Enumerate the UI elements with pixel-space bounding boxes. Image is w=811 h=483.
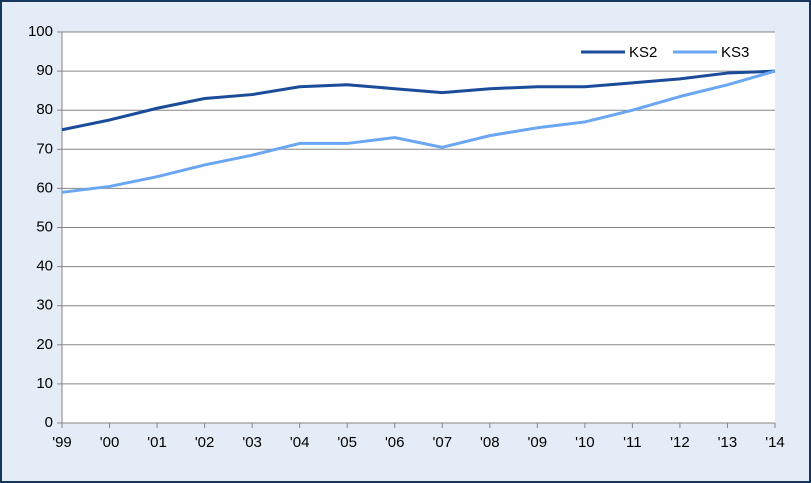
x-tick-label: '07 (432, 434, 452, 451)
x-tick-label: '14 (765, 434, 785, 451)
x-tick-label: '00 (100, 434, 120, 451)
x-tick-label: '09 (528, 434, 548, 451)
x-tick-label: '13 (718, 434, 738, 451)
x-tick-label: '01 (147, 434, 167, 451)
y-tick-label: 50 (36, 218, 53, 235)
y-tick-label: 0 (45, 414, 53, 431)
x-tick-label: '11 (623, 434, 641, 451)
x-tick-label: '03 (242, 434, 262, 451)
x-tick-label: '99 (52, 434, 72, 451)
x-tick-label: '08 (480, 434, 500, 451)
y-tick-label: 60 (36, 179, 53, 196)
y-tick-label: 100 (28, 23, 53, 40)
series-line (61, 69, 776, 132)
x-tick-label: '06 (385, 434, 405, 451)
x-tick-label: '04 (290, 434, 310, 451)
legend-label: KS2 (629, 44, 657, 61)
series-line (61, 69, 776, 194)
y-tick-label: 80 (36, 101, 53, 118)
legend-label: KS3 (721, 44, 749, 61)
y-tick-label: 70 (36, 140, 53, 157)
x-tick-label: '02 (195, 434, 215, 451)
y-tick-label: 10 (36, 375, 53, 392)
y-tick-label: 20 (36, 336, 53, 353)
x-tick-label: '10 (575, 434, 595, 451)
y-tick-label: 90 (36, 62, 53, 79)
x-tick-label: '05 (337, 434, 357, 451)
y-tick-label: 30 (36, 297, 53, 314)
x-tick-label: '12 (670, 434, 690, 451)
y-tick-label: 40 (36, 258, 53, 275)
